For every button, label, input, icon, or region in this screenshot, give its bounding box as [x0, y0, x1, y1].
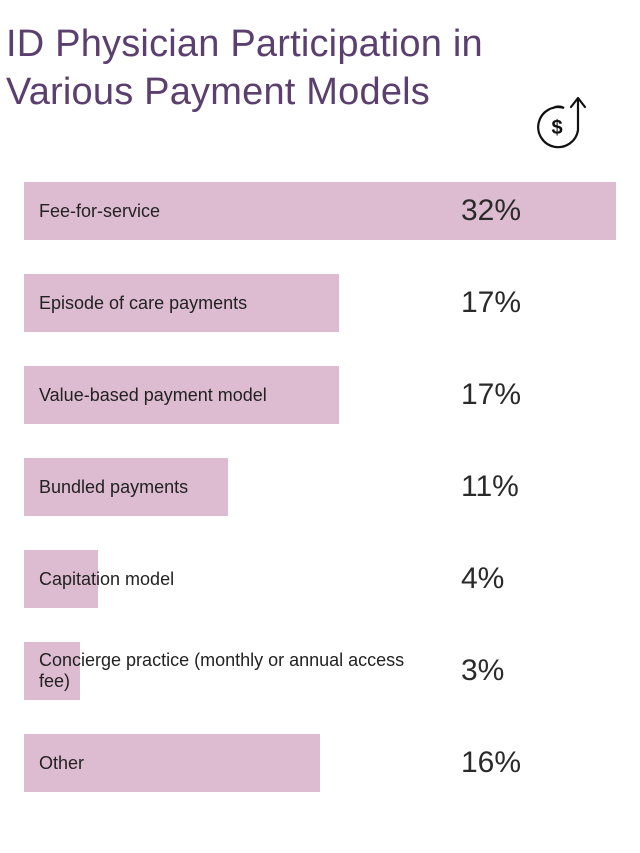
- category-label: Concierge practice (monthly or annual ac…: [39, 650, 405, 691]
- bar-row: Capitation model 4%: [24, 550, 624, 608]
- value-label: 32%: [461, 194, 522, 227]
- category-label: Value-based payment model: [39, 384, 267, 405]
- bar: [24, 274, 339, 332]
- bar-row: Concierge practice (monthly or annual ac…: [24, 642, 624, 700]
- value-label: 11%: [461, 470, 519, 503]
- bar: [24, 642, 80, 700]
- bar-row: Bundled payments 11%: [24, 458, 624, 516]
- bar-row: Value-based payment model 17%: [24, 366, 624, 424]
- category-label: Episode of care payments: [39, 292, 248, 313]
- value-label: 3%: [461, 654, 505, 687]
- bar: [24, 458, 228, 516]
- value-label: 17%: [461, 286, 522, 319]
- bar-row: Episode of care payments 17%: [24, 274, 624, 332]
- bar-row: Other 16%: [24, 734, 624, 792]
- bar: [24, 734, 320, 792]
- bar: [24, 182, 616, 240]
- value-label: 16%: [461, 746, 522, 779]
- bar: [24, 366, 339, 424]
- dollar-circle-arrow-up-icon: $: [537, 96, 587, 149]
- category-label: Other: [39, 752, 85, 773]
- category-label: Bundled payments: [39, 476, 189, 497]
- bar-row: Fee-for-service 32%: [24, 182, 624, 240]
- category-label: Capitation model: [39, 568, 175, 589]
- value-label: 4%: [461, 562, 505, 595]
- bar: [24, 550, 98, 608]
- svg-text:$: $: [551, 117, 562, 139]
- category-label: Fee-for-service: [39, 200, 161, 221]
- value-label: 17%: [461, 378, 522, 411]
- chart-title: ID Physician Participation in Various Pa…: [6, 23, 483, 113]
